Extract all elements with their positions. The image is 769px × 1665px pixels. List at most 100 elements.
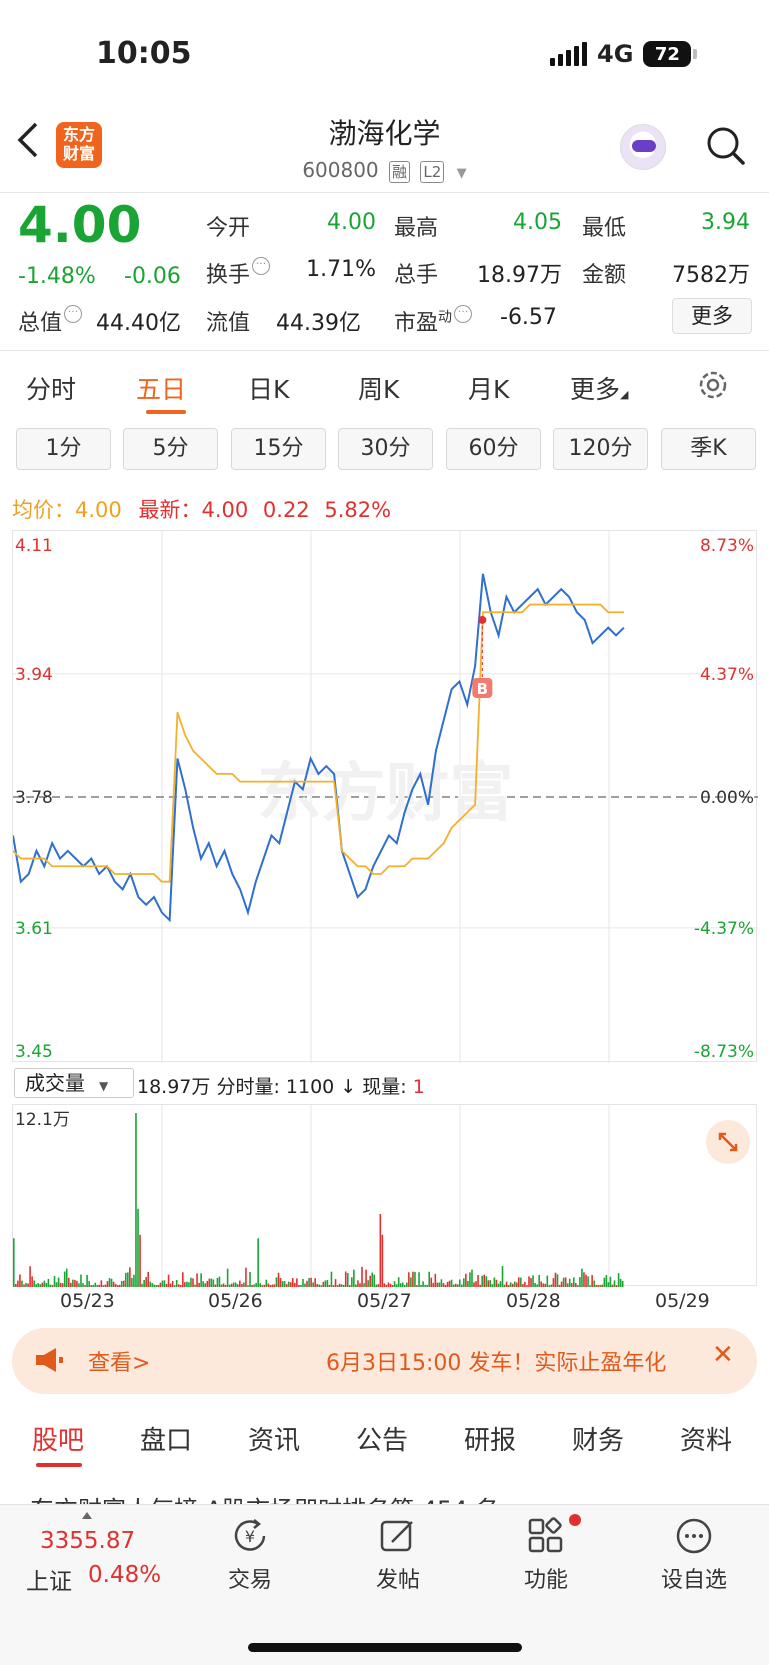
buy-marker-label: B (477, 680, 488, 698)
volume-bar (532, 1275, 534, 1287)
tab-finance[interactable]: 财务 (572, 1426, 625, 1456)
tab-news[interactable]: 资讯 (248, 1426, 301, 1456)
tab-profile[interactable]: 资料 (680, 1426, 733, 1456)
pe-label: 市盈动 ··· (394, 305, 473, 337)
stock-code-row[interactable]: 600800 融 L2 ▼ (0, 158, 769, 183)
volume-bar (29, 1266, 31, 1287)
index-caret-icon (82, 1512, 92, 1519)
gear-icon[interactable] (696, 368, 730, 402)
volume-bar (385, 1284, 388, 1287)
volume-bar (501, 1266, 504, 1287)
volume-bar (430, 1277, 433, 1287)
tab-intraday[interactable]: 分时 (26, 375, 77, 404)
price-line (12, 573, 625, 923)
add-watchlist-label[interactable]: 设自选 (660, 1568, 727, 1593)
volume-bar (361, 1266, 363, 1287)
button-5min[interactable]: 5分 (123, 428, 218, 470)
volume-bar (129, 1267, 131, 1287)
back-icon[interactable] (14, 120, 54, 160)
buy-marker-dot (478, 615, 487, 624)
volume-bar (21, 1280, 23, 1287)
post-label[interactable]: 发帖 (375, 1568, 420, 1593)
button-30min[interactable]: 30分 (338, 428, 433, 470)
notification-dot (569, 1514, 581, 1526)
price-chart[interactable]: 东方财富 4.11 8.73% 3.94 4.37% 3.78 0.00% 3.61 -4.37… (12, 530, 758, 1063)
banner-text[interactable]: 6月3日15:00 发车！实际止盈年化 (326, 1351, 667, 1376)
high-label: 最高 (394, 216, 439, 241)
tab-five-day[interactable]: 五日 (136, 375, 187, 404)
index-value[interactable]: 3355.87 (40, 1528, 136, 1554)
volume-bar (599, 1284, 602, 1287)
volume-bar (342, 1284, 345, 1287)
volume-bar (25, 1283, 27, 1287)
volume-bar (186, 1281, 188, 1287)
popularity-peek[interactable]: 东方财富人气榜 A股市场即时排名第 454 名 (30, 1490, 750, 1504)
volume-bar (518, 1277, 520, 1287)
volume-bar (369, 1275, 371, 1287)
post-icon[interactable] (378, 1516, 418, 1556)
button-quarter-k[interactable]: 季K (661, 428, 756, 470)
volume-bar (259, 1283, 261, 1287)
volume-bar (308, 1277, 310, 1287)
volume-bar (479, 1284, 481, 1287)
float-value: 44.39亿 (276, 311, 361, 336)
volume-bar (330, 1271, 333, 1287)
function-icon[interactable] (526, 1516, 566, 1556)
tab-daily-k[interactable]: 日K (248, 375, 290, 404)
volume-bar (513, 1281, 516, 1287)
button-15min[interactable]: 15分 (231, 428, 326, 470)
trade-icon[interactable]: ¥ (230, 1516, 270, 1556)
volume-bar (428, 1271, 431, 1287)
button-1min[interactable]: 1分 (16, 428, 111, 470)
volume-max-label: 12.1万 (15, 1110, 70, 1130)
tab-guba[interactable]: 股吧 (32, 1426, 85, 1456)
volume-bar (491, 1284, 494, 1287)
trade-label[interactable]: 交易 (227, 1568, 272, 1593)
tab-more[interactable]: 更多◢ (570, 375, 629, 404)
more-button[interactable]: 更多 (672, 298, 752, 334)
tab-announcements[interactable]: 公告 (356, 1426, 409, 1456)
promo-banner[interactable] (12, 1328, 757, 1394)
search-icon[interactable] (706, 126, 746, 166)
x-label: 05/28 (506, 1290, 561, 1312)
low-value: 3.94 (701, 210, 750, 235)
volume-bar (316, 1284, 319, 1287)
divider (0, 350, 769, 351)
volume-bar (440, 1279, 443, 1287)
volume-bar (357, 1280, 359, 1287)
volume-bar (536, 1284, 538, 1287)
index-change[interactable]: 0.48% (88, 1562, 162, 1588)
index-name[interactable]: 上证 (26, 1569, 72, 1595)
volume-bar (460, 1284, 463, 1287)
info-dots-icon: ··· (64, 305, 83, 323)
add-watchlist-icon[interactable] (674, 1516, 714, 1556)
eastmoney-logo[interactable]: 东方 财富 (56, 122, 102, 168)
expand-icon[interactable] (706, 1120, 750, 1164)
volume-bar (550, 1284, 553, 1287)
indicator-selector[interactable]: 成交量 ▼ (14, 1068, 134, 1098)
volume-bar (33, 1280, 35, 1287)
tab-weekly-k[interactable]: 周K (358, 375, 400, 404)
active-tab-indicator (146, 410, 186, 414)
volume-bar (522, 1284, 524, 1287)
close-icon[interactable]: ✕ (712, 1340, 734, 1370)
volume-bar (581, 1268, 583, 1287)
volume-bar (82, 1283, 84, 1287)
button-60min[interactable]: 60分 (446, 428, 541, 470)
tab-research[interactable]: 研报 (464, 1426, 517, 1456)
tab-pankou[interactable]: 盘口 (140, 1426, 193, 1456)
function-label[interactable]: 功能 (523, 1568, 568, 1593)
volume-bar (283, 1281, 286, 1287)
banner-link[interactable]: 查看> (88, 1351, 151, 1376)
volume-bar (613, 1280, 616, 1287)
volume-bar (86, 1274, 88, 1287)
bottom-bar (0, 1504, 769, 1665)
tab-monthly-k[interactable]: 月K (468, 375, 510, 404)
volume-bar (334, 1279, 337, 1287)
volume-bar (615, 1285, 618, 1287)
volume-chart[interactable]: 12.1万 (12, 1104, 757, 1287)
stock-name[interactable]: 渤海化学 (328, 117, 441, 150)
volume-bar (593, 1280, 595, 1287)
button-120min[interactable]: 120分 (553, 428, 648, 470)
volume-bar (401, 1282, 404, 1287)
